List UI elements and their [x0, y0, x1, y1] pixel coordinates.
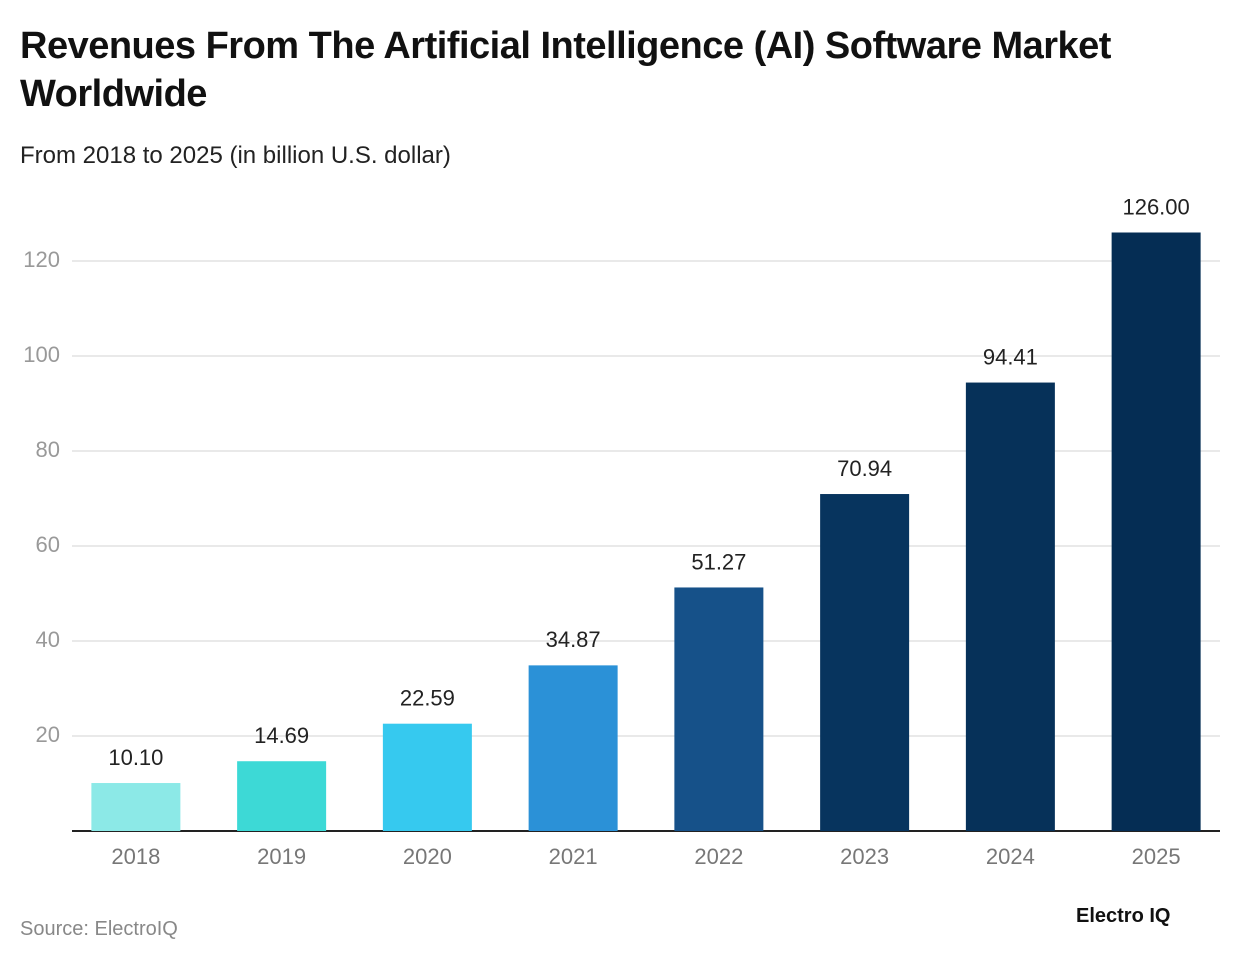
y-tick-label: 80	[36, 437, 60, 462]
x-tick-label: 2022	[694, 844, 743, 869]
y-tick-label: 40	[36, 627, 60, 652]
value-label: 70.94	[837, 456, 892, 481]
value-label: 22.59	[400, 686, 455, 711]
value-label: 34.87	[546, 627, 601, 652]
value-label: 10.10	[108, 745, 163, 770]
x-tick-label: 2018	[111, 844, 160, 869]
chart-title: Revenues From The Artificial Intelligenc…	[20, 25, 1111, 115]
value-label: 14.69	[254, 723, 309, 748]
x-tick-label: 2023	[840, 844, 889, 869]
bar	[674, 587, 764, 831]
y-tick-label: 20	[36, 722, 60, 747]
bar	[1111, 232, 1201, 831]
x-tick-label: 2020	[403, 844, 452, 869]
bar	[91, 783, 181, 831]
source: Source: ElectroIQ	[20, 918, 178, 940]
bar	[528, 665, 618, 831]
brand-logo: Electro IQ	[1076, 905, 1171, 927]
bar	[237, 761, 327, 831]
x-tick-label: 2025	[1132, 844, 1181, 869]
chart-subtitle: From 2018 to 2025 (in billion U.S. dolla…	[20, 142, 451, 169]
x-tick-label: 2019	[257, 844, 306, 869]
value-label: 126.00	[1122, 194, 1189, 219]
y-tick-label: 100	[23, 342, 60, 367]
x-tick-label: 2024	[986, 844, 1035, 869]
value-label: 51.27	[691, 549, 746, 574]
bar	[965, 382, 1055, 831]
y-tick-label: 60	[36, 532, 60, 557]
x-tick-label: 2021	[549, 844, 598, 869]
bar	[382, 723, 472, 831]
bar	[820, 494, 910, 831]
y-tick-label: 120	[23, 247, 60, 272]
value-label: 94.41	[983, 344, 1038, 369]
